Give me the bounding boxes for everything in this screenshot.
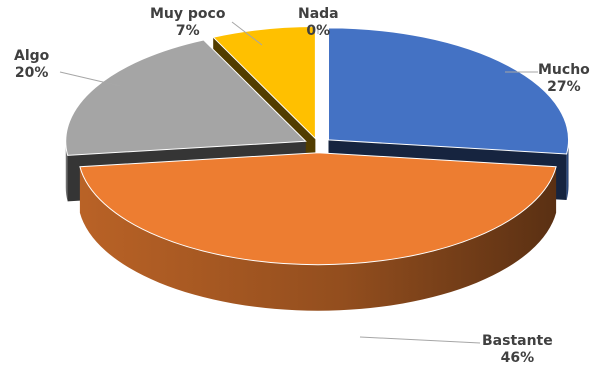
slice-top-algo — [65, 39, 307, 156]
slice-percent-muypoco: 7% — [175, 23, 200, 39]
slice-name-nada: Nada — [298, 6, 339, 22]
slice-side-mucho — [566, 139, 569, 200]
slice-top-nada — [317, 25, 324, 139]
slice-name-algo: Algo — [14, 48, 50, 64]
slice-top-mucho — [328, 27, 569, 155]
data-label-mucho: Mucho 27% — [538, 62, 590, 96]
slice-percent-mucho: 27% — [547, 79, 581, 95]
slice-top-muypoco — [212, 26, 316, 140]
data-label-muypoco: Muy poco 7% — [150, 6, 225, 40]
leader-lines — [59, 21, 538, 344]
slice-top-bastante — [79, 152, 557, 266]
slice-name-bastante: Bastante — [482, 333, 553, 349]
data-label-nada: Nada 0% — [298, 6, 339, 40]
slice-side-algo — [65, 141, 68, 202]
leader-line-algo — [59, 71, 121, 87]
slice-percent-algo: 20% — [14, 65, 49, 81]
data-label-bastante: Bastante 46% — [482, 333, 553, 367]
data-label-algo: Algo 20% — [14, 48, 49, 82]
slice-name-mucho: Mucho — [538, 62, 590, 78]
leader-line-bastante — [359, 336, 481, 344]
slice-side-bastante — [79, 166, 557, 311]
slice-percent-bastante: 46% — [500, 350, 535, 366]
slice-name-muypoco: Muy poco — [150, 6, 226, 22]
slice-percent-nada: 0% — [306, 23, 331, 39]
leader-line-muypoco — [231, 21, 263, 46]
pie-tops — [65, 25, 569, 266]
